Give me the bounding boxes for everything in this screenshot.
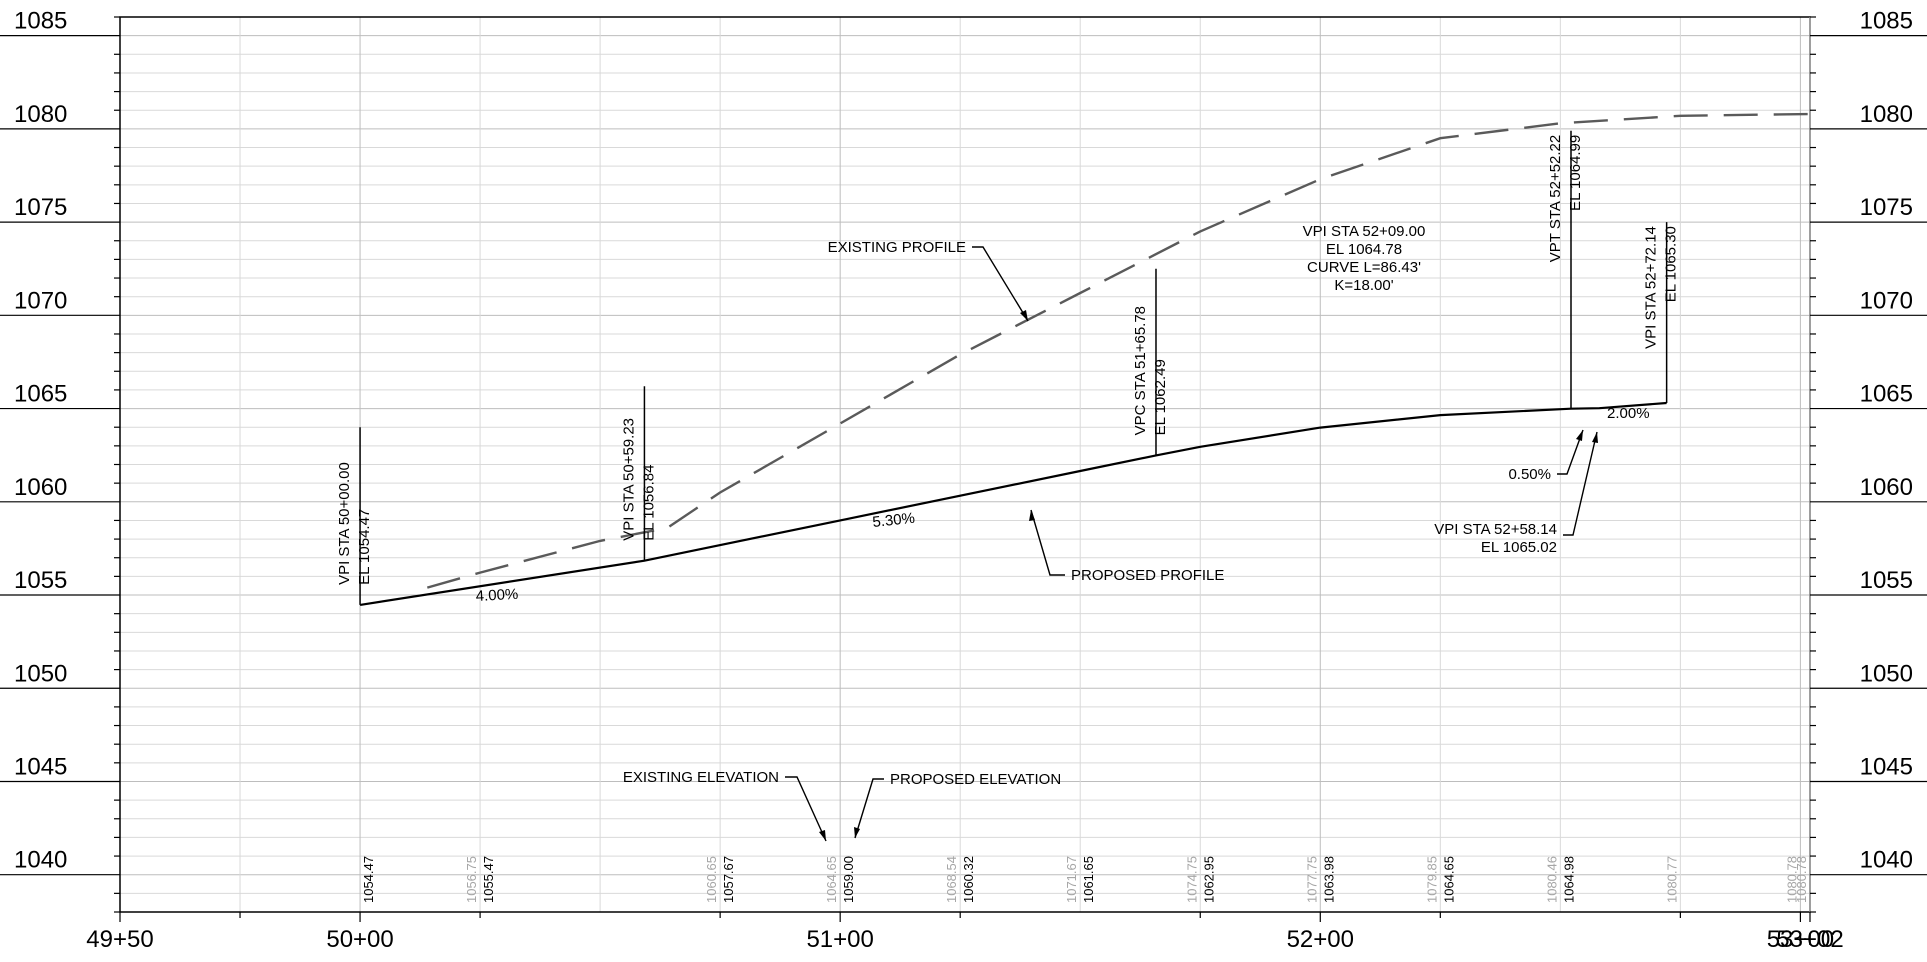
grade-label: 5.30% [872,510,916,531]
existing-elevation-value: 1071.67 [1064,856,1079,903]
existing-profile-leader [972,246,1029,322]
y-tick-label-left: 1075 [14,194,67,221]
y-tick-label-right: 1075 [1860,194,1913,221]
grade-label: 0.50% [1508,466,1551,483]
proposed-elevation-value: 1062.95 [1201,856,1216,903]
y-tick-label-right: 1040 [1860,847,1913,874]
grade-label: 4.00% [475,586,518,605]
existing-elevation-label: EXISTING ELEVATION [623,769,779,786]
existing-elevation-value: 1068.54 [944,856,959,903]
proposed-elevation-value: 1057.67 [721,856,736,903]
existing-elevation-value: 1060.65 [704,856,719,903]
y-tick-label-left: 1045 [14,753,67,780]
y-tick-label-left: 1050 [14,660,67,687]
leader-arrowhead [819,830,826,841]
existing-elevation-value: 1064.65 [824,856,839,903]
y-tick-label-right: 1065 [1860,381,1913,408]
y-tick-label-right: 1080 [1860,101,1913,128]
existing-elevation-value: 1056.75 [464,856,479,903]
proposed-elevation-value: 1059.00 [841,856,856,903]
proposed-elevation-value: 1063.98 [1321,856,1336,903]
axes: 1040 1040 1045 1045 1050 1050 1055 1055 1060 1060… [0,8,1927,953]
vpi-info-label: VPI STA 52+58.14 [1434,521,1557,538]
proposed-profile-leader [1030,509,1065,576]
x-tick-label: 53+00 [1767,926,1834,953]
leader-arrowhead [854,827,860,838]
y-tick-label-left: 1060 [14,474,67,501]
leader-arrowhead [1020,310,1028,321]
existing-elevation-value: 1080.46 [1544,856,1559,903]
y-tick-label-right: 1060 [1860,474,1913,501]
annotations: EXISTING PROFILE PROPOSED PROFILE EXISTING… [475,223,1650,842]
vertical-marker-label: EL 1064.99 [1567,135,1584,211]
grade-label: 2.00% [1607,405,1650,422]
curve-info-label: CURVE L=86.43' [1307,259,1421,276]
leader-arrowhead [1029,510,1035,521]
grade-leader [1557,429,1584,475]
y-tick-label-right: 1085 [1860,8,1913,35]
existing-profile-label: EXISTING PROFILE [828,239,966,256]
proposed-elevation-value: 1064.98 [1561,856,1576,903]
vertical-marker-label: VPI STA 50+59.23 [620,418,637,541]
vpi-info-label: EL 1065.02 [1481,539,1557,556]
proposed-profile-line [359,401,1667,606]
y-tick-label-left: 1040 [14,847,67,874]
x-tick-label: 53+02 [1776,926,1843,953]
existing-elevation-value: 1080.77 [1664,856,1679,903]
y-tick-label-left: 1085 [14,8,67,35]
y-tick-label-left: 1055 [14,567,67,594]
proposed-elevation-value: 1061.65 [1081,856,1096,903]
proposed-elevation-label: PROPOSED ELEVATION [890,771,1061,788]
vertical-marker-label: EL 1062.49 [1152,359,1169,435]
existing-elevation-value: 1080.78 [1794,856,1809,903]
curve-info-label: VPI STA 52+09.00 [1303,223,1426,240]
leader-arrowhead [1576,430,1583,441]
x-tick-label: 50+00 [326,926,393,953]
y-tick-label-right: 1055 [1860,567,1913,594]
vertical-marker-label: EL 1056.84 [640,465,657,541]
y-tick-label-left: 1065 [14,381,67,408]
existing-elevation-value: 1079.85 [1424,856,1439,903]
curve-info-label: K=18.00' [1334,277,1393,294]
y-tick-label-left: 1070 [14,287,67,314]
profile-series [359,112,1811,606]
x-tick-label: 49+50 [86,926,153,953]
vertical-marker-label: VPT STA 52+52.22 [1547,135,1564,262]
existing-elevation-value: 1077.75 [1304,856,1319,903]
vertical-marker-label: VPI STA 52+72.14 [1643,226,1660,349]
existing-profile-line [426,112,1811,589]
vertical-markers: VPI STA 50+00.00 EL 1054.47 VPI STA 50+59.… [336,130,1680,605]
existing-elevation-value: 1074.75 [1184,856,1199,903]
vpi-leader [1563,431,1598,536]
y-tick-label-right: 1050 [1860,660,1913,687]
x-tick-label: 52+00 [1287,926,1354,953]
proposed-elevation-value: 1055.47 [481,856,496,903]
y-tick-label-right: 1070 [1860,287,1913,314]
curve-info-label: EL 1064.78 [1326,241,1402,258]
existing-elevation-value: 1080.78 [1784,856,1799,903]
vertical-marker-label: EL 1065.30 [1663,226,1680,302]
bottom-elevations: 1054.47 1056.75 1055.47 1060.65 1057.67 1064.… [361,856,1809,903]
vertical-marker-label: EL 1054.47 [356,509,373,585]
vertical-marker-label: VPI STA 50+00.00 [336,462,353,585]
proposed-elevation-value: 1060.32 [961,856,976,903]
grid [120,16,1810,913]
proposed-elevation-value: 1054.47 [361,856,376,903]
proposed-profile-label: PROPOSED PROFILE [1071,567,1224,584]
proposed-elevation-leader [854,778,884,839]
y-tick-label-right: 1045 [1860,753,1913,780]
existing-elevation-leader [785,776,827,842]
proposed-elevation-value: 1064.65 [1441,856,1456,903]
x-tick-label: 51+00 [806,926,873,953]
y-tick-label-left: 1080 [14,101,67,128]
leader-arrowhead [1592,432,1598,443]
vertical-marker-label: VPC STA 51+65.78 [1132,306,1149,435]
